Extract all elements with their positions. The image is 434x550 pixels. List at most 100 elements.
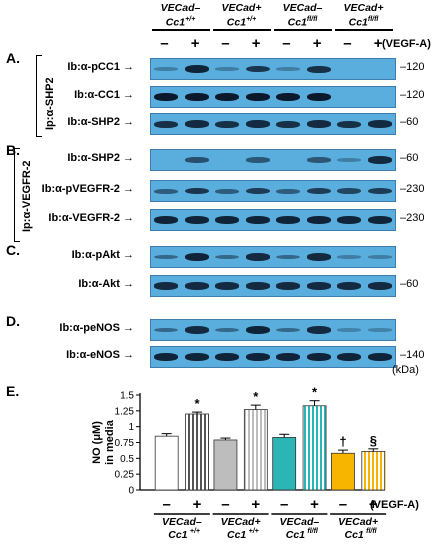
blot-band bbox=[215, 353, 240, 361]
panel-a-letter: A. bbox=[6, 50, 20, 66]
chart-treatment-sign: + bbox=[310, 496, 319, 513]
blot-band bbox=[154, 216, 179, 224]
blot-band bbox=[215, 120, 240, 128]
chart-genotype-allele: +/+ bbox=[190, 528, 200, 535]
blot-strip-2 bbox=[150, 86, 396, 108]
blot-band bbox=[184, 282, 209, 290]
blot-band bbox=[215, 254, 240, 260]
genotype-allele-label: fl/fl bbox=[306, 16, 318, 23]
blot-band bbox=[245, 187, 270, 195]
panel-e-letter: E. bbox=[6, 383, 20, 399]
header-treatment-sign-4: + bbox=[251, 35, 261, 52]
mw-marker-2: –120 bbox=[400, 89, 425, 101]
header-genotype-underline bbox=[151, 29, 210, 31]
blot-band bbox=[184, 187, 209, 195]
blot-band bbox=[276, 120, 301, 128]
blot-band bbox=[367, 255, 392, 259]
header-treatment-label: (VEGF-A) bbox=[382, 38, 431, 50]
blot-band bbox=[367, 216, 392, 224]
blot-band bbox=[276, 353, 301, 361]
blot-band bbox=[184, 93, 209, 101]
blot-band bbox=[245, 353, 270, 361]
header-treatment-sign-2: + bbox=[190, 35, 200, 52]
y-tick-label: 1.5 bbox=[120, 391, 134, 402]
mw-marker-5: –230 bbox=[400, 183, 425, 195]
y-tick-label: 0.75 bbox=[115, 438, 135, 449]
blot-band bbox=[245, 326, 270, 334]
panel-b-letter: B. bbox=[6, 142, 20, 158]
blot-band bbox=[215, 188, 240, 194]
blot-strip-9 bbox=[150, 319, 396, 341]
blot-label-10: Ib:α-eNOS → bbox=[66, 349, 134, 361]
header-genotype-4: VECad+ Cc1fl/fl bbox=[332, 2, 396, 29]
header-genotype-underline bbox=[273, 29, 332, 31]
blot-band bbox=[306, 253, 331, 261]
mw-marker-6: –230 bbox=[400, 212, 425, 224]
header-treatment-sign-7: – bbox=[343, 35, 352, 52]
blot-band bbox=[367, 353, 392, 361]
blot-band bbox=[245, 65, 270, 73]
blot-strip-8 bbox=[150, 275, 396, 297]
significance-mark: § bbox=[370, 433, 377, 448]
chart-genotype-gene: Cc1 bbox=[344, 529, 363, 541]
blot-band bbox=[367, 328, 392, 332]
blot-band bbox=[276, 254, 301, 260]
bar bbox=[331, 452, 355, 491]
blot-label-8: Ib:α-Akt → bbox=[78, 278, 134, 290]
blot-band bbox=[215, 216, 240, 224]
significance-mark: * bbox=[253, 389, 259, 404]
chart-genotype-gene: Cc1 bbox=[227, 529, 246, 541]
chart-genotype-allele: fl/fl bbox=[366, 528, 378, 535]
genotype-main-label: VECad+ bbox=[343, 2, 384, 14]
blot-strip-1 bbox=[150, 58, 396, 80]
blot-band bbox=[184, 120, 209, 128]
chart-genotype-allele: fl/fl bbox=[307, 528, 319, 535]
blot-strip-7 bbox=[150, 246, 396, 268]
genotype-gene-label: Cc1 bbox=[287, 16, 307, 29]
blot-band bbox=[276, 188, 301, 194]
blot-label-5: Ib:α-pVEGFR-2 → bbox=[41, 183, 134, 195]
header-treatment-sign-3: – bbox=[221, 35, 230, 52]
chart-treatment-sign: – bbox=[280, 496, 288, 513]
chart-treatment-sign: + bbox=[369, 496, 378, 513]
blot-band bbox=[184, 353, 209, 361]
blot-band bbox=[337, 188, 362, 194]
blot-band bbox=[306, 187, 331, 195]
panel-d-letter: D. bbox=[6, 313, 20, 329]
blot-band bbox=[337, 328, 362, 332]
significance-mark: † bbox=[339, 434, 346, 449]
y-tick-label: 0.25 bbox=[115, 470, 135, 481]
ip-vegfr2-bracket bbox=[14, 148, 20, 242]
blot-band bbox=[184, 216, 209, 224]
bar bbox=[361, 450, 386, 491]
chart-treatment-label: (VEGF-A) bbox=[370, 499, 419, 511]
blot-band bbox=[245, 253, 270, 261]
blot-band bbox=[276, 216, 301, 224]
genotype-allele-label: fl/fl bbox=[367, 16, 379, 23]
bar bbox=[272, 437, 297, 491]
y-tick-label: 1 bbox=[128, 422, 134, 433]
blot-band bbox=[306, 157, 331, 163]
blot-strip-5 bbox=[150, 180, 396, 202]
blot-band bbox=[245, 93, 270, 101]
blot-band bbox=[367, 282, 392, 290]
blot-band bbox=[154, 254, 179, 260]
blot-band bbox=[245, 282, 270, 290]
blot-strip-3 bbox=[150, 113, 396, 135]
blot-band bbox=[154, 327, 179, 333]
panel-c-letter: C. bbox=[6, 242, 20, 258]
chart-genotype-main: VECad+ bbox=[221, 516, 261, 528]
blot-strip-6 bbox=[150, 209, 396, 231]
blot-band bbox=[337, 216, 362, 224]
blot-band bbox=[337, 158, 362, 162]
blot-band bbox=[337, 353, 362, 361]
header-genotype-2: VECad+ Cc1+/+ bbox=[210, 2, 274, 29]
blot-band bbox=[306, 216, 331, 224]
ip-shp2-bracket bbox=[36, 55, 42, 137]
mw-marker-4: –60 bbox=[400, 152, 419, 164]
blot-band bbox=[367, 156, 392, 164]
header-genotype-1: VECad– Cc1+/+ bbox=[149, 2, 213, 29]
significance-mark: * bbox=[312, 385, 318, 400]
blot-band bbox=[215, 67, 240, 71]
header-genotype-3: VECad– Cc1fl/fl bbox=[271, 2, 335, 29]
